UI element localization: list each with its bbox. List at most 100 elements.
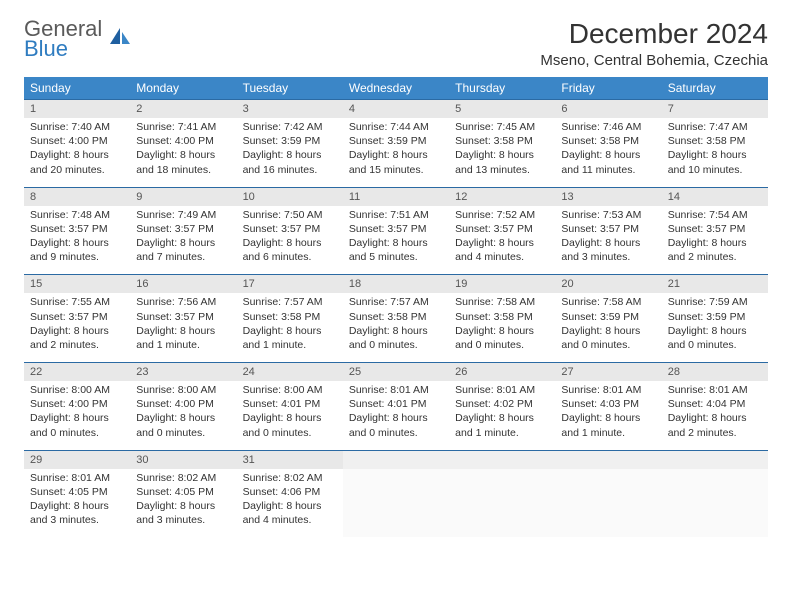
day-data: Sunrise: 7:57 AMSunset: 3:58 PMDaylight:… (237, 293, 343, 362)
day-data: Sunrise: 7:50 AMSunset: 3:57 PMDaylight:… (237, 206, 343, 275)
day-number: 21 (662, 275, 768, 293)
weeks-container: 1234567Sunrise: 7:40 AMSunset: 4:00 PMDa… (24, 99, 768, 537)
day-number: 26 (449, 363, 555, 381)
daylight-text-2: and 0 minutes. (349, 338, 443, 352)
day-number: 12 (449, 188, 555, 206)
month-title: December 2024 (540, 18, 768, 50)
weekday-header: Wednesday (343, 77, 449, 99)
sunset-text: Sunset: 4:00 PM (30, 134, 124, 148)
daylight-text-2: and 0 minutes. (243, 426, 337, 440)
daylight-text-1: Daylight: 8 hours (243, 236, 337, 250)
sunrise-text: Sunrise: 7:45 AM (455, 120, 549, 134)
sunset-text: Sunset: 3:58 PM (243, 310, 337, 324)
sunset-text: Sunset: 3:59 PM (243, 134, 337, 148)
day-number: 9 (130, 188, 236, 206)
day-number: 13 (555, 188, 661, 206)
sunset-text: Sunset: 3:57 PM (668, 222, 762, 236)
day-number: 1 (24, 100, 130, 118)
daylight-text-2: and 20 minutes. (30, 163, 124, 177)
day-number: 8 (24, 188, 130, 206)
daylight-text-1: Daylight: 8 hours (243, 148, 337, 162)
daylight-text-1: Daylight: 8 hours (668, 148, 762, 162)
daylight-text-2: and 7 minutes. (136, 250, 230, 264)
sunset-text: Sunset: 4:05 PM (30, 485, 124, 499)
header: General Blue December 2024 Mseno, Centra… (24, 18, 768, 69)
day-data (555, 469, 661, 538)
daylight-text-1: Daylight: 8 hours (136, 499, 230, 513)
daylight-text-1: Daylight: 8 hours (136, 236, 230, 250)
day-data: Sunrise: 7:47 AMSunset: 3:58 PMDaylight:… (662, 118, 768, 187)
daylight-text-2: and 5 minutes. (349, 250, 443, 264)
day-number (662, 451, 768, 469)
daylight-text-1: Daylight: 8 hours (349, 411, 443, 425)
daylight-text-1: Daylight: 8 hours (349, 324, 443, 338)
sunrise-text: Sunrise: 7:55 AM (30, 295, 124, 309)
day-data: Sunrise: 7:53 AMSunset: 3:57 PMDaylight:… (555, 206, 661, 275)
day-data: Sunrise: 8:01 AMSunset: 4:04 PMDaylight:… (662, 381, 768, 450)
day-data: Sunrise: 8:02 AMSunset: 4:05 PMDaylight:… (130, 469, 236, 538)
day-number: 15 (24, 275, 130, 293)
day-data: Sunrise: 7:44 AMSunset: 3:59 PMDaylight:… (343, 118, 449, 187)
weekday-header: Sunday (24, 77, 130, 99)
day-data: Sunrise: 7:42 AMSunset: 3:59 PMDaylight:… (237, 118, 343, 187)
day-data (662, 469, 768, 538)
day-data: Sunrise: 7:57 AMSunset: 3:58 PMDaylight:… (343, 293, 449, 362)
day-number: 22 (24, 363, 130, 381)
sunrise-text: Sunrise: 7:40 AM (30, 120, 124, 134)
day-number: 11 (343, 188, 449, 206)
daylight-text-1: Daylight: 8 hours (30, 411, 124, 425)
day-number: 28 (662, 363, 768, 381)
sunrise-text: Sunrise: 7:41 AM (136, 120, 230, 134)
logo-text: General Blue (24, 18, 102, 60)
day-data: Sunrise: 7:41 AMSunset: 4:00 PMDaylight:… (130, 118, 236, 187)
sunset-text: Sunset: 3:57 PM (349, 222, 443, 236)
day-number (555, 451, 661, 469)
sunrise-text: Sunrise: 7:42 AM (243, 120, 337, 134)
logo: General Blue (24, 18, 132, 60)
daylight-text-2: and 1 minute. (136, 338, 230, 352)
daylight-text-1: Daylight: 8 hours (349, 236, 443, 250)
day-data: Sunrise: 7:59 AMSunset: 3:59 PMDaylight:… (662, 293, 768, 362)
daylight-text-2: and 0 minutes. (136, 426, 230, 440)
sunrise-text: Sunrise: 7:44 AM (349, 120, 443, 134)
sunset-text: Sunset: 4:00 PM (136, 397, 230, 411)
day-data (343, 469, 449, 538)
daylight-text-2: and 10 minutes. (668, 163, 762, 177)
day-data: Sunrise: 7:52 AMSunset: 3:57 PMDaylight:… (449, 206, 555, 275)
title-block: December 2024 Mseno, Central Bohemia, Cz… (540, 18, 768, 69)
day-number (449, 451, 555, 469)
day-number: 20 (555, 275, 661, 293)
sunset-text: Sunset: 4:02 PM (455, 397, 549, 411)
day-number: 24 (237, 363, 343, 381)
sunset-text: Sunset: 4:00 PM (30, 397, 124, 411)
day-number: 2 (130, 100, 236, 118)
sunset-text: Sunset: 3:57 PM (455, 222, 549, 236)
day-data: Sunrise: 8:01 AMSunset: 4:05 PMDaylight:… (24, 469, 130, 538)
sunrise-text: Sunrise: 7:57 AM (349, 295, 443, 309)
calendar: SundayMondayTuesdayWednesdayThursdayFrid… (24, 77, 768, 537)
daylight-text-1: Daylight: 8 hours (455, 324, 549, 338)
daylight-text-1: Daylight: 8 hours (668, 236, 762, 250)
daylight-text-1: Daylight: 8 hours (243, 499, 337, 513)
sunrise-text: Sunrise: 7:57 AM (243, 295, 337, 309)
day-data: Sunrise: 7:58 AMSunset: 3:59 PMDaylight:… (555, 293, 661, 362)
week-row: 293031Sunrise: 8:01 AMSunset: 4:05 PMDay… (24, 450, 768, 538)
day-data: Sunrise: 7:40 AMSunset: 4:00 PMDaylight:… (24, 118, 130, 187)
day-number: 4 (343, 100, 449, 118)
week-row: 22232425262728Sunrise: 8:00 AMSunset: 4:… (24, 362, 768, 450)
day-data: Sunrise: 7:56 AMSunset: 3:57 PMDaylight:… (130, 293, 236, 362)
daylight-text-1: Daylight: 8 hours (243, 411, 337, 425)
day-number: 5 (449, 100, 555, 118)
day-number (343, 451, 449, 469)
daylight-text-1: Daylight: 8 hours (30, 236, 124, 250)
day-data: Sunrise: 7:51 AMSunset: 3:57 PMDaylight:… (343, 206, 449, 275)
logo-text-bottom: Blue (24, 38, 102, 60)
sunset-text: Sunset: 3:59 PM (668, 310, 762, 324)
sunrise-text: Sunrise: 7:51 AM (349, 208, 443, 222)
daylight-text-2: and 6 minutes. (243, 250, 337, 264)
week-row: 15161718192021Sunrise: 7:55 AMSunset: 3:… (24, 274, 768, 362)
day-data: Sunrise: 8:01 AMSunset: 4:02 PMDaylight:… (449, 381, 555, 450)
weekday-header: Tuesday (237, 77, 343, 99)
daylight-text-2: and 2 minutes. (668, 250, 762, 264)
sunrise-text: Sunrise: 8:00 AM (136, 383, 230, 397)
